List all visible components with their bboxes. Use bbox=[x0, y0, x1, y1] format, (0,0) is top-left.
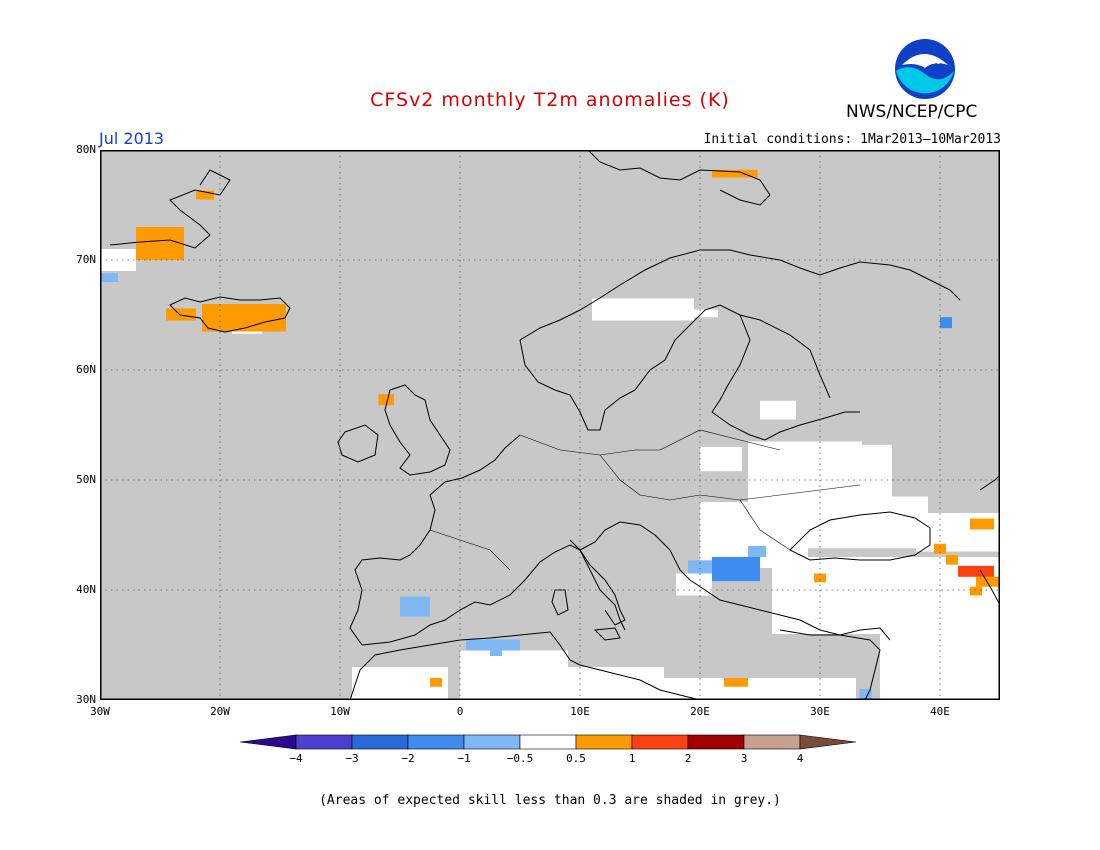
map-frame bbox=[100, 150, 1000, 700]
anomaly-cell-orange bbox=[970, 518, 994, 530]
lat-label: 40N bbox=[76, 583, 96, 596]
anomaly-cell-white bbox=[676, 573, 712, 596]
colorbar-label: 4 bbox=[796, 752, 804, 765]
anomaly-cell-white bbox=[700, 447, 742, 472]
anomaly-cell-white bbox=[664, 309, 718, 318]
colorbar-end-low bbox=[240, 734, 297, 750]
lon-label: 30W bbox=[90, 705, 110, 718]
anomaly-cell-white bbox=[808, 496, 928, 549]
anomaly-cell-orange bbox=[196, 190, 214, 200]
anomaly-map bbox=[100, 150, 1000, 700]
colorbar-label: −2 bbox=[401, 752, 415, 765]
initial-conditions: Initial conditions: 1Mar2013–10Mar2013 bbox=[703, 132, 1001, 147]
anomaly-cell-blue bbox=[712, 557, 760, 582]
noaa-logo-icon: NOAA bbox=[895, 39, 955, 99]
colorbar-box bbox=[743, 734, 801, 750]
colorbar-box bbox=[295, 734, 353, 750]
colorbar-box bbox=[407, 734, 465, 750]
colorbar-label: 2 bbox=[684, 752, 692, 765]
colorbar bbox=[240, 734, 857, 750]
anomaly-cell-light_blue bbox=[688, 560, 718, 574]
lat-label: 30N bbox=[76, 693, 96, 706]
lon-label: 30E bbox=[810, 705, 830, 718]
anomaly-cell-orange bbox=[430, 678, 442, 687]
anomaly-cell-blue bbox=[940, 317, 952, 329]
anomaly-cell-light_blue bbox=[748, 546, 766, 557]
lat-label: 60N bbox=[76, 363, 96, 376]
anomaly-cell-orange bbox=[166, 308, 196, 321]
colorbar-box bbox=[351, 734, 409, 750]
lat-label: 70N bbox=[76, 253, 96, 266]
forecast-month: Jul 2013 bbox=[99, 129, 165, 148]
anomaly-cell-light_blue bbox=[100, 273, 118, 282]
anomaly-cell-orange bbox=[136, 227, 184, 260]
colorbar-label: −3 bbox=[345, 752, 359, 765]
lon-label: 10E bbox=[570, 705, 590, 718]
anomaly-cell-orange bbox=[934, 543, 946, 554]
lon-label: 20E bbox=[690, 705, 710, 718]
colorbar-label: −0.5 bbox=[506, 752, 534, 765]
colorbar-box bbox=[631, 734, 689, 750]
agency-label: NWS/NCEP/CPC bbox=[846, 102, 978, 122]
colorbar-box bbox=[575, 734, 633, 750]
anomaly-cell-red bbox=[958, 565, 994, 577]
anomaly-cell-white bbox=[808, 444, 892, 499]
colorbar-box bbox=[463, 734, 521, 750]
colorbar-label: −4 bbox=[289, 752, 303, 765]
anomaly-cell-light_blue bbox=[400, 596, 430, 617]
colorbar-box bbox=[519, 734, 577, 750]
anomaly-cell-white bbox=[664, 678, 856, 700]
anomaly-cell-light_blue bbox=[466, 639, 520, 651]
lat-label: 80N bbox=[76, 143, 96, 156]
anomaly-cell-orange bbox=[724, 678, 748, 687]
lon-label: 20W bbox=[210, 705, 230, 718]
anomaly-cell-white bbox=[460, 650, 568, 700]
lon-label: 40E bbox=[930, 705, 950, 718]
map-title: CFSv2 monthly T2m anomalies (K) bbox=[370, 89, 730, 111]
colorbar-label: 1 bbox=[628, 752, 636, 765]
anomaly-regions bbox=[100, 169, 1000, 700]
anomaly-cell-orange bbox=[970, 586, 982, 596]
svg-text:NOAA: NOAA bbox=[911, 57, 940, 67]
lon-label: 0 bbox=[456, 705, 464, 718]
anomaly-cell-orange bbox=[946, 554, 958, 565]
colorbar-end-high bbox=[799, 734, 857, 750]
colorbar-label: 0.5 bbox=[566, 752, 586, 765]
anomaly-cell-light_blue bbox=[490, 650, 502, 656]
anomaly-cell-white bbox=[568, 667, 664, 700]
coastlines bbox=[109, 150, 1000, 700]
lon-label: 10W bbox=[330, 705, 350, 718]
skill-footnote: (Areas of expected skill less than 0.3 a… bbox=[319, 793, 781, 808]
anomaly-cell-orange bbox=[976, 576, 1000, 587]
lat-label: 50N bbox=[76, 473, 96, 486]
anomaly-cell-white bbox=[760, 400, 796, 420]
colorbar-label: 3 bbox=[740, 752, 748, 765]
colorbar-box bbox=[687, 734, 745, 750]
colorbar-label: −1 bbox=[457, 752, 471, 765]
graticule bbox=[100, 150, 1000, 700]
anomaly-cell-light_blue bbox=[859, 689, 872, 700]
anomaly-cell-orange bbox=[202, 304, 286, 332]
anomaly-cell-orange bbox=[814, 573, 826, 583]
anomaly-cell-orange bbox=[378, 394, 394, 406]
anomaly-cell-orange bbox=[712, 169, 758, 178]
